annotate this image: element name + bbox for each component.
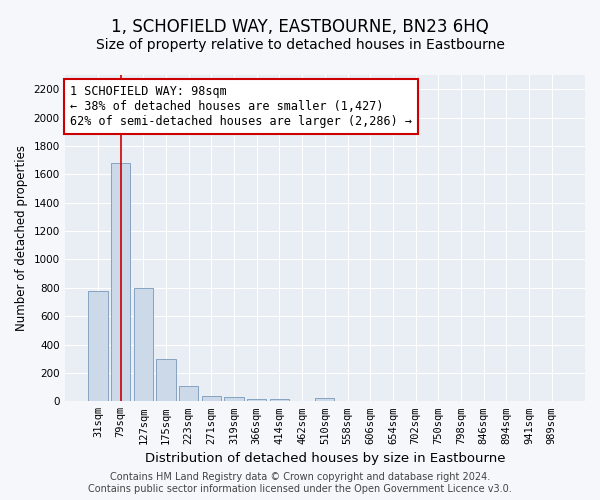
Text: Size of property relative to detached houses in Eastbourne: Size of property relative to detached ho… [95, 38, 505, 52]
Bar [111, 163, 130, 402]
Bar [315, 398, 334, 402]
X-axis label: Distribution of detached houses by size in Eastbourne: Distribution of detached houses by size … [145, 452, 505, 465]
Bar [202, 396, 221, 402]
Y-axis label: Number of detached properties: Number of detached properties [15, 145, 28, 331]
Bar [270, 399, 289, 402]
Text: Contains HM Land Registry data © Crown copyright and database right 2024.
Contai: Contains HM Land Registry data © Crown c… [88, 472, 512, 494]
Bar [247, 399, 266, 402]
Bar [224, 398, 244, 402]
Bar [179, 386, 199, 402]
Text: 1, SCHOFIELD WAY, EASTBOURNE, BN23 6HQ: 1, SCHOFIELD WAY, EASTBOURNE, BN23 6HQ [111, 18, 489, 36]
Bar [88, 290, 107, 402]
Text: 1 SCHOFIELD WAY: 98sqm
← 38% of detached houses are smaller (1,427)
62% of semi-: 1 SCHOFIELD WAY: 98sqm ← 38% of detached… [70, 85, 412, 128]
Bar [157, 360, 176, 402]
Bar [134, 288, 153, 402]
